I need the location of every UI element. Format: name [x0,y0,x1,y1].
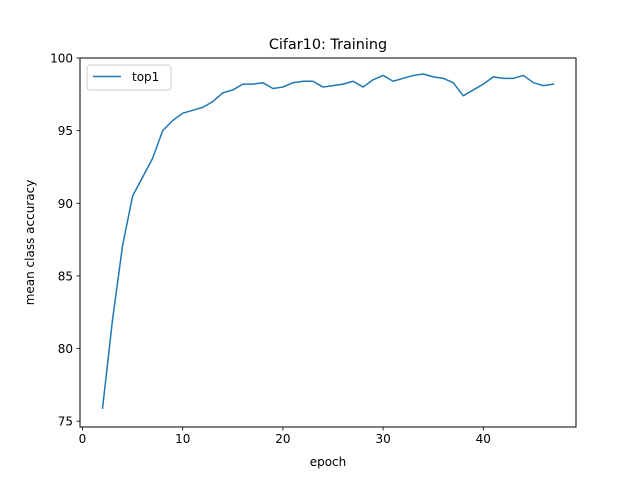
y-tick-label: 85 [58,269,73,283]
y-tick-label: 100 [50,52,73,66]
x-tick-label: 30 [375,432,390,446]
x-tick-label: 10 [175,432,190,446]
legend-box [86,64,172,91]
x-axis-ticks: 0 10 20 30 40 [79,427,491,446]
y-tick-label: 95 [58,124,73,138]
x-axis-label: epoch [310,455,347,469]
chart-title: Cifar10: Training [269,37,387,53]
y-axis-label: mean class accuracy [23,180,37,306]
plot-area [80,58,576,427]
legend-label-top1: top1 [132,70,159,84]
x-tick-label: 40 [476,432,491,446]
y-tick-label: 80 [58,342,73,356]
legend: top1 [86,64,172,91]
y-axis-ticks: 75 80 85 90 95 100 [50,52,80,429]
y-tick-label: 75 [58,415,73,429]
y-tick-label: 90 [58,197,73,211]
series-lines [101,73,555,409]
x-tick-label: 20 [275,432,290,446]
x-tick-label: 0 [79,432,87,446]
plot-frame [79,57,577,428]
series-line-top1 [101,73,555,409]
